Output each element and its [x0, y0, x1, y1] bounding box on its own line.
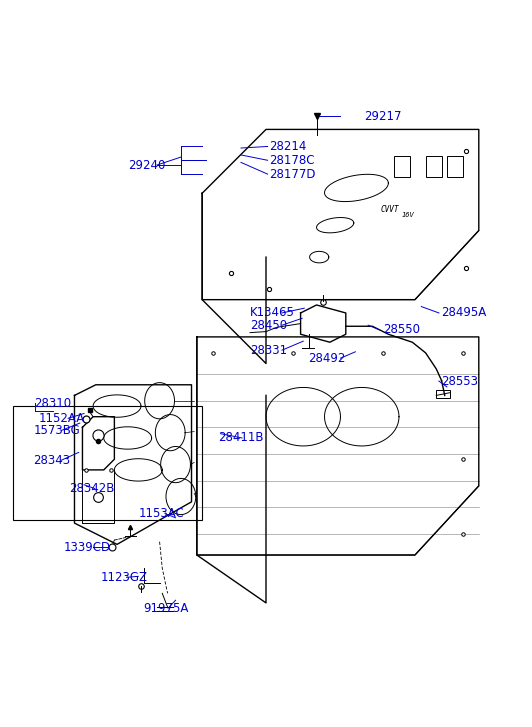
Text: 28492: 28492 — [309, 352, 346, 365]
Text: 28310: 28310 — [35, 397, 72, 410]
Text: 1339CD: 1339CD — [64, 541, 111, 553]
Text: 28450: 28450 — [250, 318, 287, 332]
Text: 28342B: 28342B — [69, 482, 114, 495]
Bar — [426, 156, 442, 177]
Text: 28331: 28331 — [250, 344, 287, 357]
Text: 1123GZ: 1123GZ — [101, 571, 148, 584]
Text: 1573BG: 1573BG — [34, 424, 80, 437]
Bar — [447, 156, 463, 177]
Text: 29240: 29240 — [128, 158, 165, 172]
Bar — [394, 156, 410, 177]
Text: 28495A: 28495A — [442, 307, 487, 319]
Text: 28343: 28343 — [34, 454, 71, 467]
Text: 1152AA: 1152AA — [39, 411, 85, 425]
Text: K13465: K13465 — [250, 307, 295, 319]
Text: 91975A: 91975A — [144, 602, 189, 615]
Text: CVVT: CVVT — [380, 205, 399, 214]
Bar — [436, 390, 450, 398]
Text: 28178C: 28178C — [269, 154, 314, 166]
Text: 28411B: 28411B — [218, 432, 264, 444]
Text: 28177D: 28177D — [269, 168, 315, 180]
Text: 28550: 28550 — [383, 324, 420, 337]
Text: 29217: 29217 — [364, 110, 402, 123]
Text: 16V: 16V — [402, 212, 414, 218]
Text: 1153AC: 1153AC — [138, 507, 184, 520]
Text: 28214: 28214 — [269, 140, 306, 153]
Text: 28553: 28553 — [442, 374, 479, 387]
